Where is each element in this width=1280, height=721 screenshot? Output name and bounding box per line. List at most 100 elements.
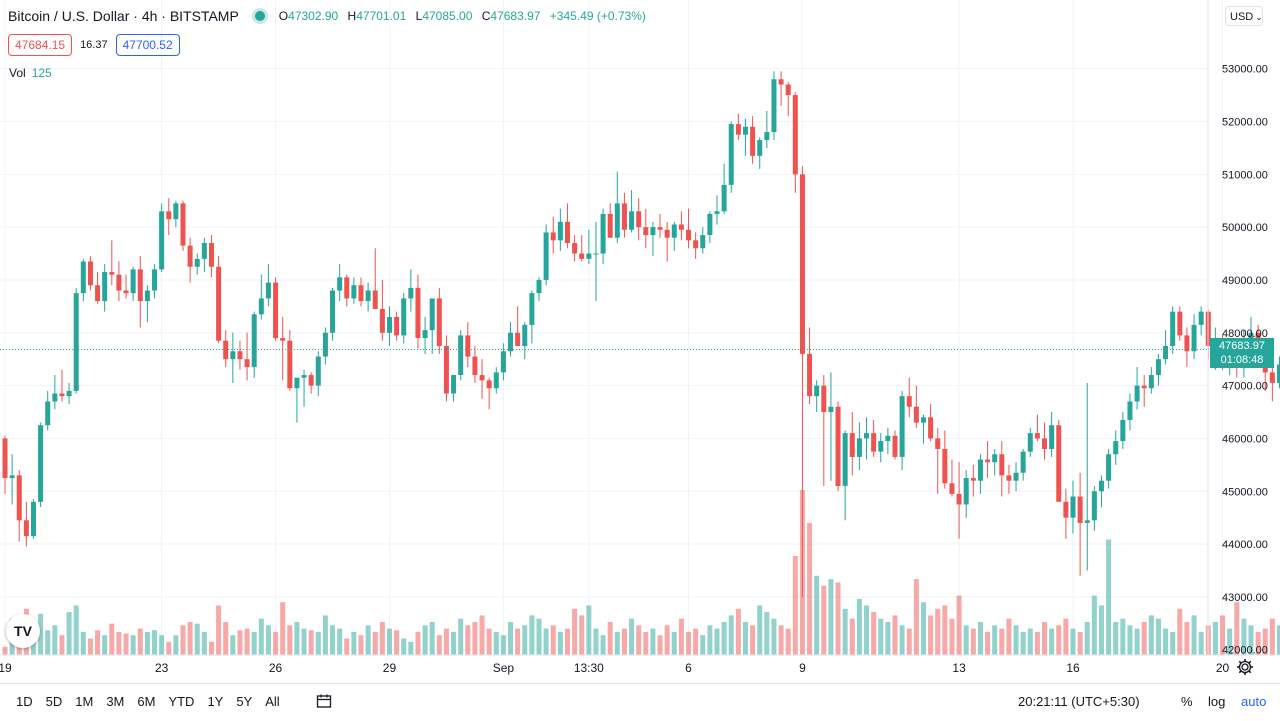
candle-body xyxy=(173,203,178,219)
sell-price-button[interactable]: 47684.15 xyxy=(8,34,72,56)
candle-body xyxy=(579,254,584,259)
tradingview-logo[interactable]: TV xyxy=(6,614,40,648)
candle-body xyxy=(423,330,428,338)
volume-bar xyxy=(3,647,8,655)
candle-body xyxy=(529,293,534,325)
candle-body xyxy=(138,269,143,301)
candle-body xyxy=(1028,433,1033,451)
candle-body xyxy=(985,460,990,463)
candle-body xyxy=(636,211,641,227)
candle-body xyxy=(921,417,926,422)
candle-body xyxy=(608,214,613,238)
volume-bar xyxy=(480,615,485,655)
volume-bar xyxy=(166,642,171,655)
percent-scale-toggle[interactable]: % xyxy=(1181,694,1193,709)
volume-bar xyxy=(992,625,997,655)
candle-body xyxy=(1113,441,1118,454)
volume-bar xyxy=(814,576,819,655)
candle-body xyxy=(957,494,962,505)
candle-body xyxy=(359,285,364,301)
volume-bar xyxy=(928,615,933,655)
volume-value: 125 xyxy=(32,66,52,80)
candle-body xyxy=(366,291,371,302)
volume-bar xyxy=(900,625,905,655)
candle-body xyxy=(601,214,606,254)
buy-price-button[interactable]: 47700.52 xyxy=(116,34,180,56)
high-value: 47701.01 xyxy=(356,9,406,23)
candle-body xyxy=(515,333,520,346)
volume-bar xyxy=(280,602,285,655)
volume-bar xyxy=(843,609,848,655)
range-button-1d[interactable]: 1D xyxy=(16,694,33,709)
volume-bar xyxy=(893,615,898,655)
auto-scale-toggle[interactable]: auto xyxy=(1241,694,1266,709)
volume-bar xyxy=(81,632,86,655)
volume-bar xyxy=(971,629,976,655)
candle-body xyxy=(971,478,976,481)
volume-bar xyxy=(978,622,983,655)
range-button-all[interactable]: All xyxy=(265,694,279,709)
currency-select[interactable]: USD⌄ xyxy=(1225,6,1263,26)
volume-bar xyxy=(237,630,242,655)
candle-body xyxy=(181,203,186,245)
candle-body xyxy=(316,357,321,386)
candle-body xyxy=(672,224,677,237)
timezone-clock[interactable]: 20:21:11 (UTC+5:30) xyxy=(1018,694,1140,709)
range-button-ytd[interactable]: YTD xyxy=(168,694,194,709)
candle-body xyxy=(209,243,214,267)
volume-bar xyxy=(942,606,947,656)
range-button-6m[interactable]: 6M xyxy=(137,694,155,709)
candle-body xyxy=(31,502,36,536)
last-price-label: 47683.97 01:08:48 xyxy=(1210,338,1274,368)
candle-body xyxy=(294,378,299,389)
gear-icon[interactable] xyxy=(1236,658,1254,676)
range-button-5d[interactable]: 5D xyxy=(46,694,63,709)
price-chart[interactable]: 42000.0043000.0044000.0045000.0046000.00… xyxy=(0,0,1280,684)
candle-body xyxy=(323,333,328,357)
candle-body xyxy=(451,375,456,393)
volume-bar xyxy=(921,602,926,655)
range-button-3m[interactable]: 3M xyxy=(106,694,124,709)
volume-bar xyxy=(316,632,321,655)
candle-body xyxy=(1120,420,1125,441)
candle-body xyxy=(1049,425,1054,449)
range-button-5y[interactable]: 5Y xyxy=(236,694,252,709)
volume-bar xyxy=(494,632,499,655)
time-tick-label: 26 xyxy=(269,661,283,675)
volume-bar xyxy=(337,629,342,655)
candle-body xyxy=(195,259,200,267)
volume-bar xyxy=(451,632,456,655)
candle-body xyxy=(658,227,663,230)
volume-bar xyxy=(821,586,826,655)
volume-bar xyxy=(672,632,677,655)
log-scale-toggle[interactable]: log xyxy=(1208,694,1225,709)
candle-body xyxy=(750,127,755,156)
candle-body xyxy=(743,127,748,135)
symbol-title[interactable]: Bitcoin / U.S. Dollar · 4h · BITSTAMP xyxy=(8,8,239,24)
candle-body xyxy=(230,351,235,359)
candle-body xyxy=(52,394,57,402)
candle-body xyxy=(74,293,79,391)
volume-bar xyxy=(608,622,613,655)
volume-bar xyxy=(622,629,627,655)
volume-bar xyxy=(359,635,364,655)
volume-label[interactable]: Vol xyxy=(9,66,26,80)
candle-body xyxy=(88,261,93,285)
volume-bar xyxy=(266,625,271,655)
volume-bar xyxy=(209,642,214,655)
volume-bar xyxy=(658,635,663,655)
volume-bar xyxy=(330,625,335,655)
candle-body xyxy=(893,436,898,457)
calendar-icon[interactable] xyxy=(316,693,332,709)
candle-body xyxy=(793,95,798,174)
range-button-1y[interactable]: 1Y xyxy=(207,694,223,709)
candle-body xyxy=(707,214,712,235)
candle-body xyxy=(857,438,862,456)
volume-bar xyxy=(259,619,264,655)
volume-bar xyxy=(52,625,57,655)
range-button-1m[interactable]: 1M xyxy=(75,694,93,709)
volume-bar xyxy=(131,635,136,655)
time-tick-label: 13:30 xyxy=(574,661,604,675)
candle-body xyxy=(59,394,64,397)
